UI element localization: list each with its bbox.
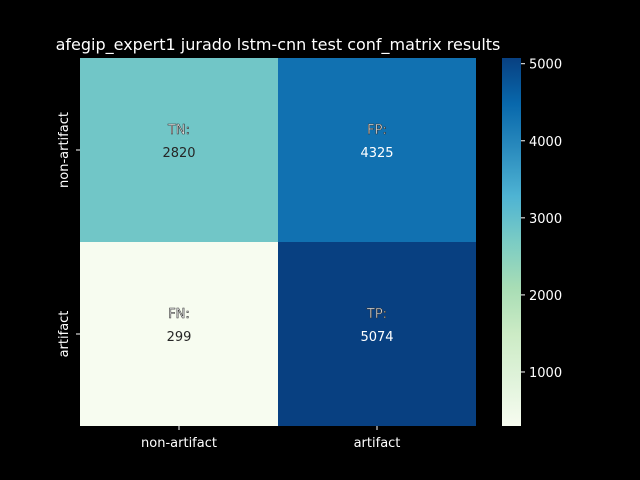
colorbar-tick-label: 2000 <box>529 289 562 304</box>
cell-label: FP: <box>367 123 387 138</box>
colorbar-ticks: 1000 2000 3000 4000 5000 <box>521 58 562 381</box>
row-tick-label: non-artifact <box>57 112 72 188</box>
col-tick-label: artifact <box>354 436 401 451</box>
heatmap-cells: TN: 2820 FP: 4325 FN: 299 TP: 5074 <box>80 58 476 426</box>
colorbar-tick-label: 3000 <box>529 212 562 227</box>
row-tick-label: artifact <box>57 311 72 358</box>
cell-label: TN: <box>167 123 190 138</box>
colorbar-tick-label: 1000 <box>529 366 562 381</box>
cell-label: TP: <box>366 307 387 322</box>
cell-value: 299 <box>167 330 192 345</box>
colorbar-tick-label: 5000 <box>529 58 562 73</box>
cell-value: 5074 <box>360 330 393 345</box>
colorbar-tick-label: 4000 <box>529 135 562 150</box>
col-tick-labels: non-artifact artifact <box>141 426 400 451</box>
colorbar <box>502 58 521 426</box>
col-tick-label: non-artifact <box>141 436 217 451</box>
chart-title: afegip_expert1 jurado lstm-cnn test conf… <box>56 35 501 55</box>
cell-value: 4325 <box>360 146 393 161</box>
row-tick-labels: non-artifact artifact <box>57 112 80 357</box>
cell-value: 2820 <box>162 146 195 161</box>
heatmap-cell <box>278 242 476 426</box>
heatmap-cell <box>80 58 278 242</box>
heatmap-cell <box>80 242 278 426</box>
heatmap-cell <box>278 58 476 242</box>
cell-label: FN: <box>168 307 190 322</box>
